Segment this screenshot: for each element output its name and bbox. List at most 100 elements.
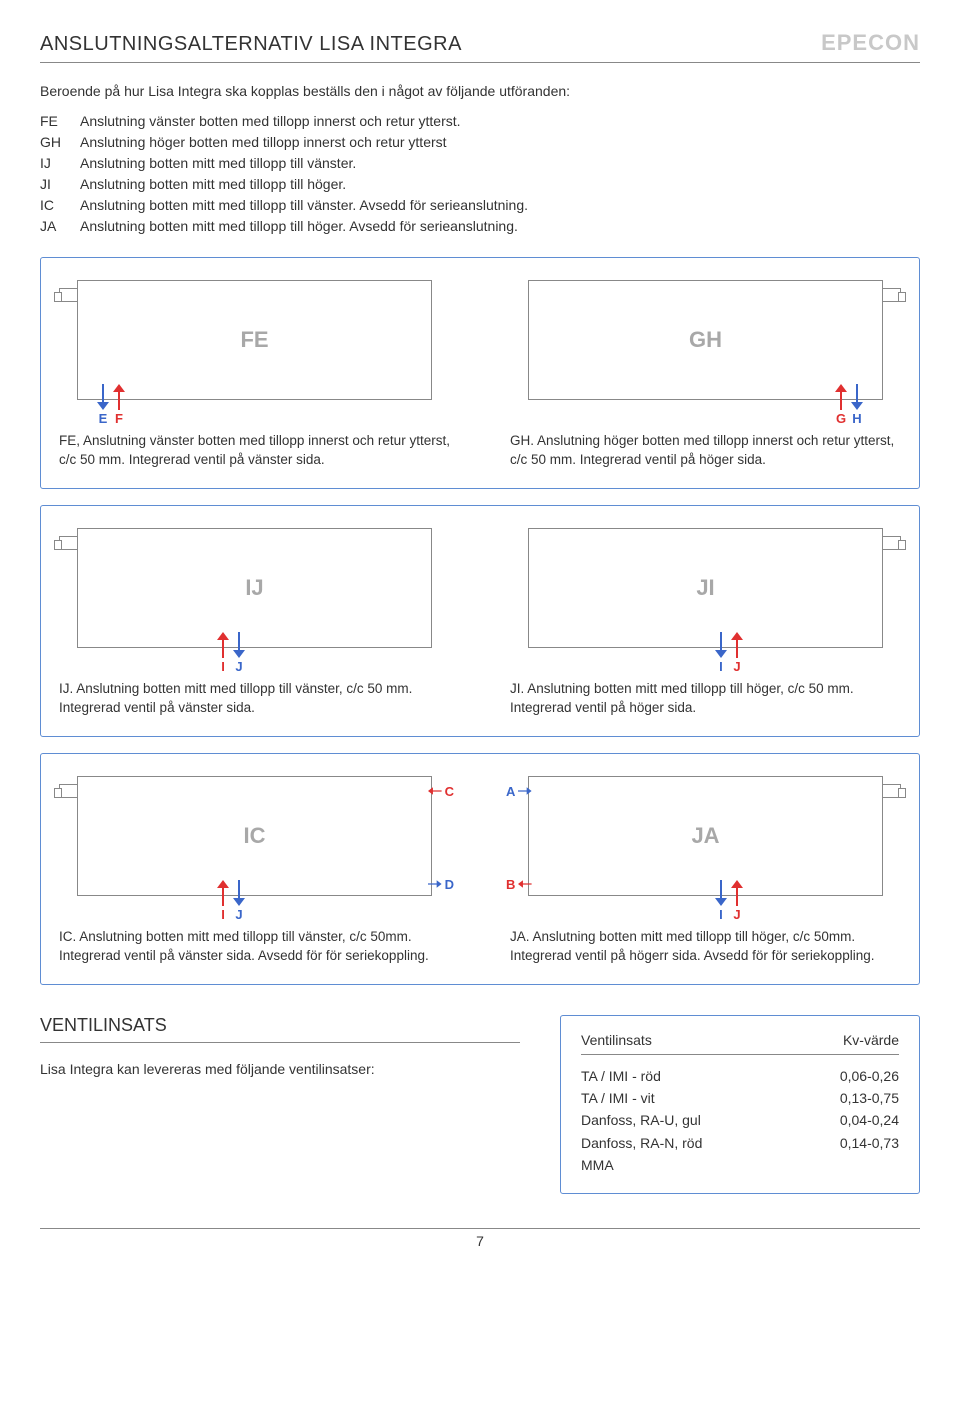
diagram-panel: ICIJCDIC. Anslutning botten mitt med til… (40, 753, 920, 985)
code-label: IC (40, 195, 80, 216)
diagram-caption: IC. Anslutning botten mitt med tillopp t… (59, 928, 450, 966)
code-desc: Anslutning botten mitt med tillopp till … (80, 174, 346, 195)
code-label: JA (40, 216, 80, 237)
port-arrow: I (715, 880, 727, 922)
diagram-IC: ICIJCDIC. Anslutning botten mitt med til… (59, 770, 450, 966)
port-arrows: EF (97, 384, 125, 426)
page-title: ANSLUTNINGSALTERNATIV LISA INTEGRA (40, 33, 462, 56)
radiator-figure: FEEF (59, 274, 450, 424)
code-label: IJ (40, 153, 80, 174)
ventil-row: Danfoss, RA-U, gul0,04-0,24 (581, 1109, 899, 1131)
diagram-JI: JIIJJI. Anslutning botten mitt med tillo… (510, 522, 901, 718)
ventil-text: Lisa Integra kan levereras med följande … (40, 1061, 520, 1077)
ventil-col2: Kv-värde (843, 1032, 899, 1048)
port-letter: J (235, 659, 242, 674)
diagram-panel: FEEFFE, Anslutning vänster botten med ti… (40, 257, 920, 489)
port-arrow: J (233, 632, 245, 674)
ventil-kv: 0,14-0,73 (840, 1132, 899, 1154)
port-letter: E (99, 411, 108, 426)
port-arrow: J (233, 880, 245, 922)
ventil-name: MMA (581, 1154, 614, 1176)
ventil-name: TA / IMI - vit (581, 1087, 655, 1109)
side-port: B (506, 877, 532, 892)
code-row: JAAnslutning botten mitt med tillopp til… (40, 216, 920, 237)
port-letter: I (221, 659, 225, 674)
code-desc: Anslutning vänster botten med tillopp in… (80, 111, 461, 132)
port-arrow: E (97, 384, 109, 426)
code-row: IJAnslutning botten mitt med tillopp til… (40, 153, 920, 174)
port-letter: I (719, 659, 723, 674)
port-arrows: IJ (217, 880, 245, 922)
page-footer: 7 (40, 1228, 920, 1249)
side-port: D (428, 877, 454, 892)
port-arrow: G (835, 384, 847, 426)
port-letter: G (836, 411, 846, 426)
code-row: FEAnslutning vänster botten med tillopp … (40, 111, 920, 132)
code-row: ICAnslutning botten mitt med tillopp til… (40, 195, 920, 216)
port-letter: I (221, 907, 225, 922)
port-arrow: F (113, 384, 125, 426)
code-list: FEAnslutning vänster botten med tillopp … (40, 111, 920, 237)
port-arrow: H (851, 384, 863, 426)
radiator-figure: IJIJ (59, 522, 450, 672)
radiator-figure: GHGH (510, 274, 901, 424)
intro-text: Beroende på hur Lisa Integra ska kopplas… (40, 81, 920, 101)
code-desc: Anslutning botten mitt med tillopp till … (80, 153, 356, 174)
ventil-table: Ventilinsats Kv-värde TA / IMI - röd0,06… (560, 1015, 920, 1194)
radiator-label: JI (696, 575, 714, 601)
side-port-letter: B (506, 877, 515, 892)
side-port-letter: D (445, 877, 454, 892)
radiator-figure: JIIJ (510, 522, 901, 672)
diagram-FE: FEEFFE, Anslutning vänster botten med ti… (59, 274, 450, 470)
port-arrows: IJ (715, 880, 743, 922)
radiator-label: IC (244, 823, 266, 849)
page-header: ANSLUTNINGSALTERNATIV LISA INTEGRA EPECO… (40, 30, 920, 63)
code-label: GH (40, 132, 80, 153)
ventil-row: TA / IMI - röd0,06-0,26 (581, 1065, 899, 1087)
port-arrow: I (217, 880, 229, 922)
side-port-letter: C (445, 784, 454, 799)
radiator-body: FE (77, 280, 432, 400)
ventil-name: Danfoss, RA-N, röd (581, 1132, 702, 1154)
radiator-figure: ICIJCD (59, 770, 450, 920)
diagram-JA: JAIJABJA. Anslutning botten mitt med til… (510, 770, 901, 966)
radiator-label: FE (240, 327, 268, 353)
ventil-row: Danfoss, RA-N, röd 0,14-0,73 (581, 1132, 899, 1154)
port-arrows: IJ (715, 632, 743, 674)
ventil-section: VENTILINSATS Lisa Integra kan levereras … (40, 1015, 920, 1194)
code-label: FE (40, 111, 80, 132)
radiator-label: IJ (245, 575, 263, 601)
ventil-row: MMA (581, 1154, 899, 1176)
ventil-name: Danfoss, RA-U, gul (581, 1109, 701, 1131)
port-arrows: IJ (217, 632, 245, 674)
port-letter: J (235, 907, 242, 922)
radiator-body: IC (77, 776, 432, 896)
brand-logo: EPECON (821, 30, 920, 56)
code-label: JI (40, 174, 80, 195)
port-letter: F (115, 411, 123, 426)
diagram-caption: IJ. Anslutning botten mitt med tillopp t… (59, 680, 450, 718)
port-arrows: GH (835, 384, 863, 426)
ventil-col1: Ventilinsats (581, 1032, 652, 1048)
code-row: GHAnslutning höger botten med tillopp in… (40, 132, 920, 153)
diagram-caption: FE, Anslutning vänster botten med tillop… (59, 432, 450, 470)
port-arrow: I (715, 632, 727, 674)
port-arrow: I (217, 632, 229, 674)
code-desc: Anslutning höger botten med tillopp inne… (80, 132, 447, 153)
diagram-IJ: IJIJIJ. Anslutning botten mitt med tillo… (59, 522, 450, 718)
radiator-label: GH (689, 327, 722, 353)
radiator-body: JI (528, 528, 883, 648)
radiator-body: IJ (77, 528, 432, 648)
radiator-label: JA (691, 823, 719, 849)
diagram-GH: GHGHGH. Anslutning höger botten med till… (510, 274, 901, 470)
side-port: A (506, 784, 532, 799)
code-desc: Anslutning botten mitt med tillopp till … (80, 195, 528, 216)
side-port: C (428, 784, 454, 799)
radiator-body: GH (528, 280, 883, 400)
port-arrow: J (731, 880, 743, 922)
radiator-figure: JAIJAB (510, 770, 901, 920)
port-letter: J (733, 907, 740, 922)
ventil-row: TA / IMI - vit0,13-0,75 (581, 1087, 899, 1109)
diagram-panel: IJIJIJ. Anslutning botten mitt med tillo… (40, 505, 920, 737)
port-letter: J (733, 659, 740, 674)
